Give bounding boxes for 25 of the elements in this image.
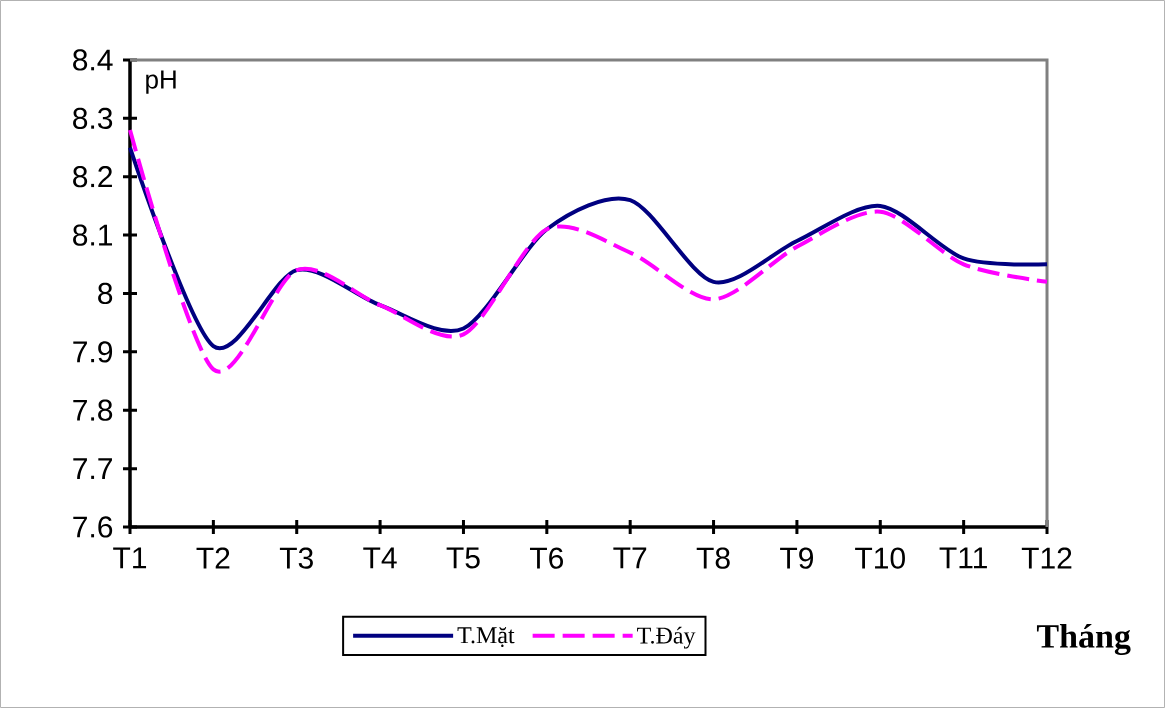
x-tick-label: T11 (939, 547, 987, 569)
x-tick-label: T10 (855, 547, 905, 569)
x-tick-label: T9 (780, 547, 814, 569)
y-tick-label: 8.1 (73, 224, 113, 246)
x-tick-label: T1 (113, 547, 147, 569)
y-axis-title: pH (146, 70, 176, 94)
x-tick-label: T8 (696, 547, 730, 569)
x-tick-label: T12 (1021, 547, 1072, 569)
x-tick-label: T4 (363, 547, 397, 569)
y-tick-label: 7.6 (73, 516, 113, 538)
x-tick-label: T2 (196, 547, 230, 569)
x-tick-label: T5 (446, 547, 480, 569)
x-axis-title: Tháng (1036, 623, 1131, 656)
y-tick-label: 8.2 (73, 166, 112, 188)
y-tick-label: 8.4 (73, 49, 113, 71)
legend-label: T.Mặt (457, 627, 515, 648)
y-tick-label: 8 (98, 282, 113, 305)
y-tick-label: 7.8 (73, 399, 113, 421)
x-tick-label: T3 (279, 547, 313, 569)
y-tick-label: 8.3 (73, 107, 113, 129)
x-tick-label: T6 (529, 547, 564, 569)
y-tick-label: 7.9 (73, 341, 113, 363)
legend-label: T.Đáy (637, 626, 696, 649)
y-tick-label: 7.7 (73, 458, 112, 479)
x-tick-label: T7 (613, 547, 647, 569)
